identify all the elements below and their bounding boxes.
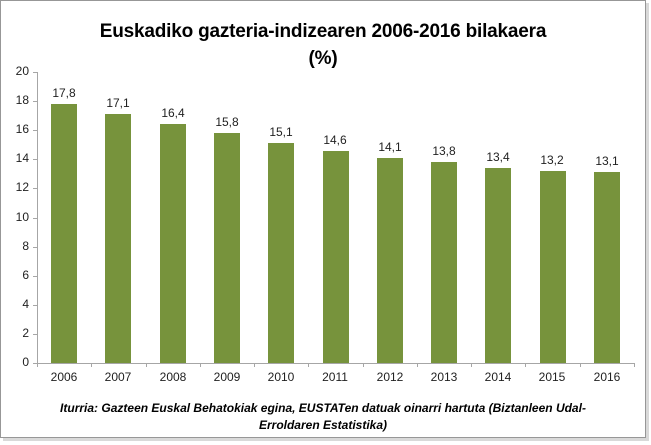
x-axis-tick (200, 363, 201, 367)
y-axis-tick (33, 334, 37, 335)
chart-title-line1: Euskadiko gazteria-indizearen 2006-2016 … (99, 21, 547, 42)
bar (431, 162, 457, 363)
x-tick-label: 2015 (538, 370, 566, 384)
x-axis-tick (146, 363, 147, 367)
bar-value-label: 14,1 (378, 140, 402, 154)
y-axis-tick (33, 159, 37, 160)
x-axis-tick (91, 363, 92, 367)
bar-value-label: 14,6 (323, 133, 347, 147)
x-axis-tick (37, 363, 38, 367)
y-axis-tick (33, 188, 37, 189)
bar-value-label: 17,8 (52, 86, 76, 100)
x-axis-tick (525, 363, 526, 367)
bar (160, 124, 186, 363)
y-axis-tick (33, 218, 37, 219)
x-axis-tick (634, 363, 635, 367)
source-note: Iturria: Gazteen Euskal Behatokiak egina… (43, 400, 603, 434)
chart-title: Euskadiko gazteria-indizearen 2006-2016 … (0, 18, 646, 72)
bar-value-label: 13,2 (540, 153, 564, 167)
y-tick-label: 0 (22, 355, 29, 369)
bar (214, 133, 240, 363)
y-tick-label: 14 (15, 151, 29, 165)
y-axis-line (37, 72, 38, 363)
source-note-line2: Erroldaren Estatistika) (258, 418, 388, 432)
bar (540, 171, 566, 363)
bar (323, 151, 349, 363)
x-axis-tick (254, 363, 255, 367)
bar-value-label: 15,8 (215, 115, 239, 129)
x-tick-label: 2007 (104, 370, 132, 384)
x-tick-label: 2010 (267, 370, 295, 384)
y-axis-tick (33, 363, 37, 364)
y-tick-label: 4 (22, 297, 29, 311)
y-tick-label: 16 (15, 122, 29, 136)
bar (105, 114, 131, 363)
y-tick-label: 6 (22, 268, 29, 282)
x-axis-tick (417, 363, 418, 367)
bar (51, 104, 77, 363)
bar (485, 168, 511, 363)
y-axis-tick (33, 276, 37, 277)
bar (268, 143, 294, 363)
x-axis-tick (308, 363, 309, 367)
x-tick-label: 2014 (484, 370, 512, 384)
bar (377, 158, 403, 363)
bar-value-label: 13,4 (486, 150, 510, 164)
x-tick-label: 2006 (50, 370, 78, 384)
x-axis-tick (471, 363, 472, 367)
x-tick-label: 2016 (593, 370, 621, 384)
x-tick-label: 2009 (213, 370, 241, 384)
y-axis-tick (33, 72, 37, 73)
x-axis-line (33, 363, 635, 364)
bar (594, 172, 620, 363)
x-axis-tick (580, 363, 581, 367)
y-tick-label: 18 (15, 93, 29, 107)
y-tick-label: 12 (15, 180, 29, 194)
y-axis-tick (33, 247, 37, 248)
y-tick-label: 10 (15, 210, 29, 224)
x-tick-label: 2011 (322, 370, 348, 384)
y-tick-label: 20 (15, 64, 29, 78)
x-tick-label: 2013 (430, 370, 458, 384)
bar-value-label: 15,1 (269, 125, 293, 139)
y-axis-tick (33, 130, 37, 131)
chart-title-line2: (%) (308, 48, 338, 69)
y-tick-label: 2 (22, 326, 29, 340)
x-tick-label: 2012 (376, 370, 404, 384)
bar-value-label: 16,4 (161, 106, 185, 120)
bar-value-label: 13,1 (595, 154, 619, 168)
y-axis-tick (33, 305, 37, 306)
bar-value-label: 13,8 (432, 144, 456, 158)
y-tick-label: 8 (22, 239, 29, 253)
source-note-line1: Iturria: Gazteen Euskal Behatokiak egina… (60, 401, 586, 415)
x-axis-tick (363, 363, 364, 367)
x-tick-label: 2008 (159, 370, 187, 384)
bar-value-label: 17,1 (106, 96, 130, 110)
y-axis-tick (33, 101, 37, 102)
